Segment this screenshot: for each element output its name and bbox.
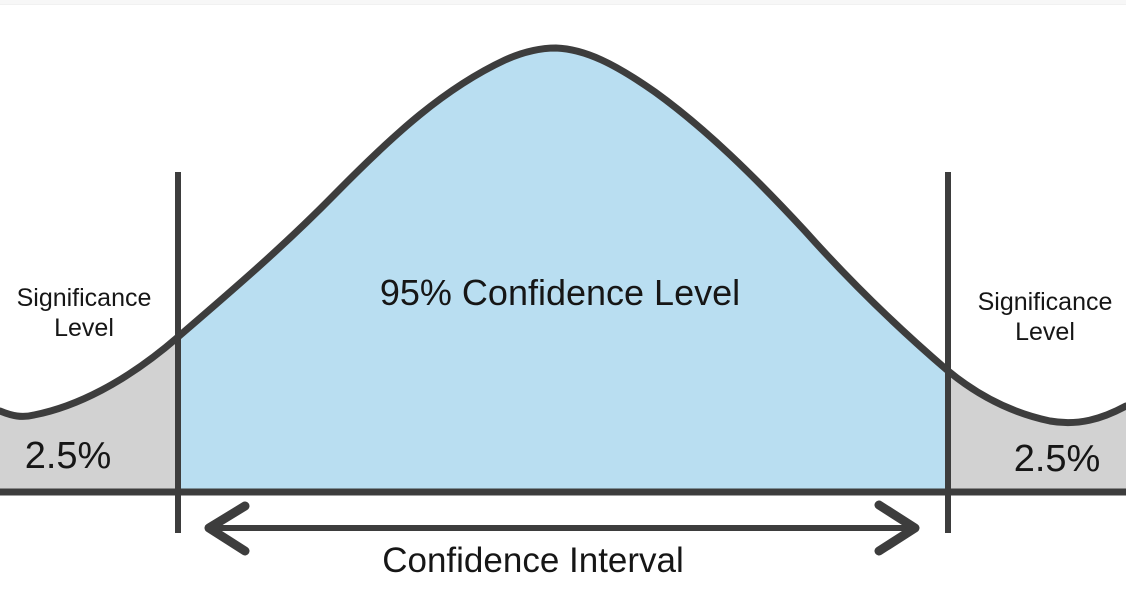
top-border-strip [0,0,1126,5]
right-significance-line2: Level [1015,318,1075,346]
confidence-interval-label: Confidence Interval [382,541,684,580]
arrow-right-head-icon [874,500,920,556]
confidence-area [178,48,947,492]
right-tail-percent: 2.5% [1013,438,1101,480]
confidence-interval-arrow [204,500,920,556]
left-significance-line1: Significance [16,284,152,312]
arrow-left-head-icon [204,501,250,556]
left-significance-label: Significance Level [0,283,169,343]
left-significance-line2: Level [54,314,114,342]
right-significance-label: Significance Level [960,287,1126,347]
left-tail-percent: 2.5% [24,435,112,477]
right-significance-line1: Significance [977,288,1113,316]
bell-curve [0,44,1126,427]
center-confidence-label: 95% Confidence Level [379,272,741,313]
